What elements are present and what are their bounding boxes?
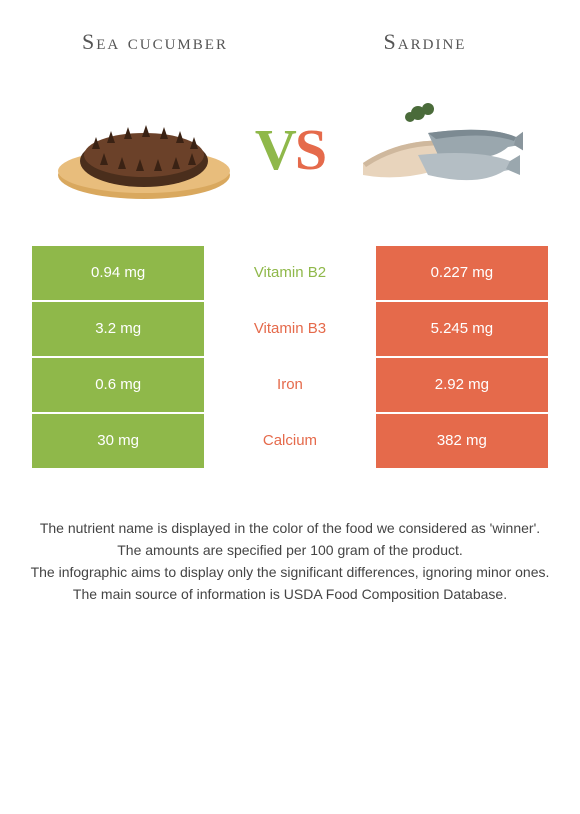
left-food-title: Sea cucumber [34,28,277,56]
table-row: 30 mgCalcium382 mg [31,413,549,469]
nutrient-name-cell: Calcium [205,413,374,469]
comparison-images-row: VS [0,66,580,244]
nutrient-name-cell: Vitamin B3 [205,301,374,357]
left-value-cell: 0.94 mg [31,245,205,301]
right-value-cell: 2.92 mg [375,357,549,413]
note-line: The amounts are specified per 100 gram o… [28,540,552,560]
vs-v: V [255,117,295,182]
nutrient-comparison-table: 0.94 mgVitamin B20.227 mg3.2 mgVitamin B… [30,244,550,470]
left-value-cell: 3.2 mg [31,301,205,357]
left-value-cell: 30 mg [31,413,205,469]
note-line: The main source of information is USDA F… [28,584,552,604]
right-food-title: Sardine [304,28,547,56]
vs-s: S [295,117,325,182]
right-value-cell: 5.245 mg [375,301,549,357]
table-row: 0.6 mgIron2.92 mg [31,357,549,413]
note-line: The nutrient name is displayed in the co… [28,518,552,538]
nutrient-name-cell: Vitamin B2 [205,245,374,301]
table-row: 3.2 mgVitamin B35.245 mg [31,301,549,357]
sea-cucumber-image [52,90,237,210]
table-row: 0.94 mgVitamin B20.227 mg [31,245,549,301]
right-value-cell: 0.227 mg [375,245,549,301]
note-line: The infographic aims to display only the… [28,562,552,582]
vs-label: VS [255,116,325,183]
footer-notes: The nutrient name is displayed in the co… [0,470,580,605]
right-value-cell: 382 mg [375,413,549,469]
nutrient-name-cell: Iron [205,357,374,413]
left-value-cell: 0.6 mg [31,357,205,413]
sardine-image [343,90,528,210]
